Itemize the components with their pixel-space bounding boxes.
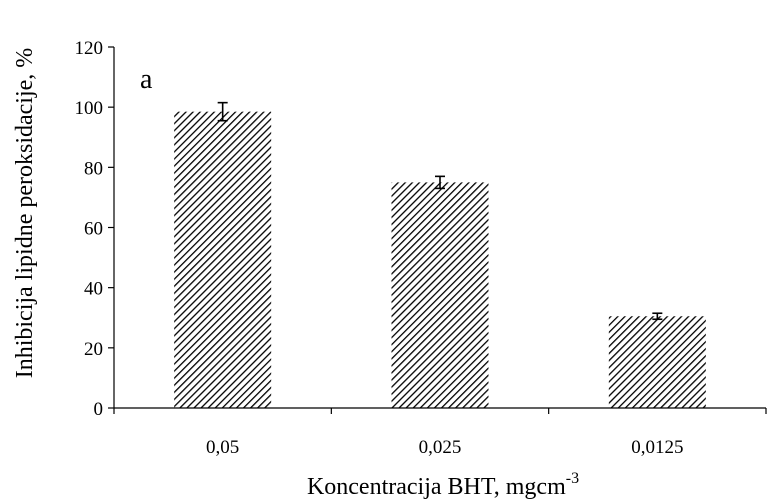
y-tick-label: 40 [84, 279, 103, 300]
x-axis-title-text: Koncentracija BHT, mgcm [307, 474, 566, 500]
x-tick-label: 0,025 [419, 437, 462, 458]
error-bar-0,05 [217, 101, 228, 122]
y-axis-title: Inhibicija lipidne peroksidacije, % [12, 48, 38, 379]
x-tick-label: 0,0125 [631, 437, 683, 458]
y-tick-label: 60 [84, 219, 103, 240]
y-tick-label: 100 [75, 98, 104, 119]
y-tick-label: 20 [84, 339, 103, 360]
error-bar-0,025 [435, 175, 445, 190]
y-tick-label: 0 [94, 399, 104, 420]
x-axis-title-superscript: -3 [566, 470, 579, 487]
plot-area: 0,05 0,025 0,0125 0 20 40 60 80 100 120 [75, 38, 767, 458]
x-axis-title: Koncentracija BHT, mgcm-3 [307, 470, 579, 500]
bar-0,05 [174, 111, 272, 408]
bar-0,0125 [608, 316, 706, 408]
panel-label: a [140, 64, 153, 95]
bar-0,025 [391, 182, 489, 408]
error-bar-0,0125 [652, 312, 663, 321]
x-tick-label: 0,05 [206, 437, 239, 458]
y-tick-label: 80 [84, 158, 103, 179]
y-tick-label: 120 [75, 38, 104, 59]
